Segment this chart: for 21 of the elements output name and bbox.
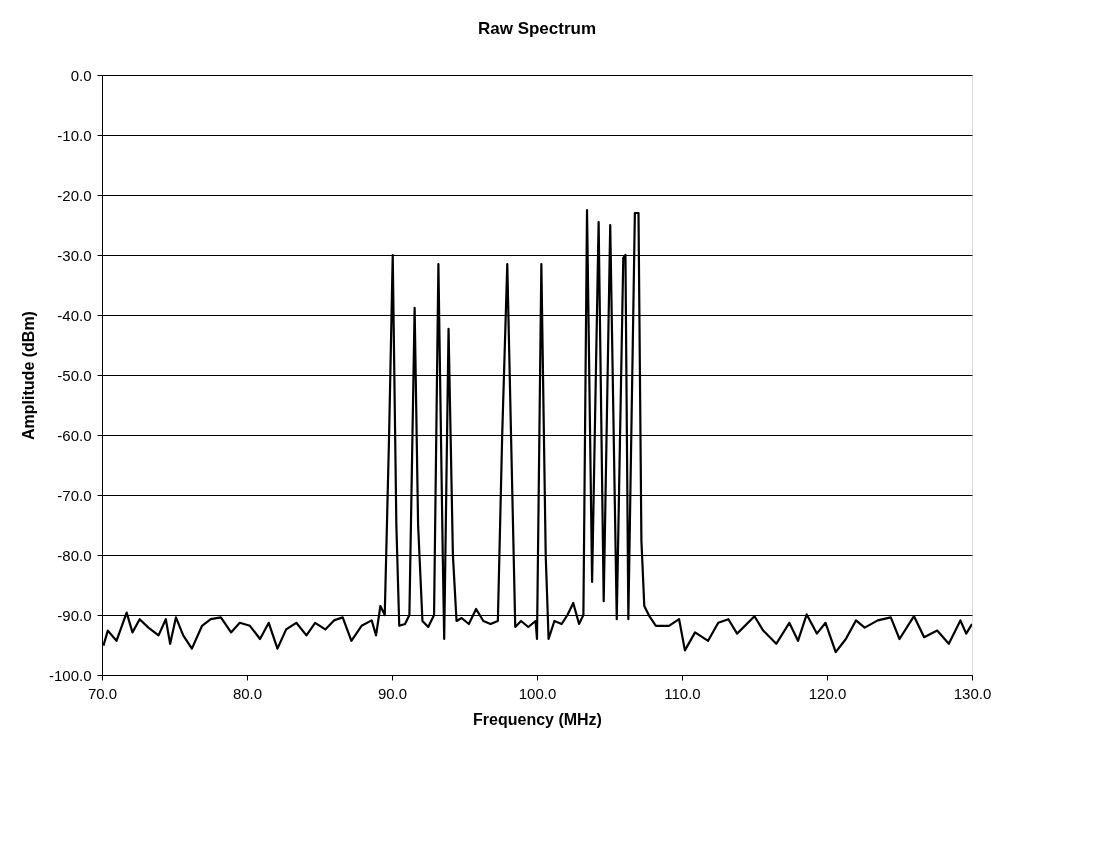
x-tick-label: 120.0 [808,684,847,702]
y-tick-label: 0.0 [70,66,92,84]
y-tick-label: -90.0 [57,606,92,624]
y-tick-label: -40.0 [57,306,92,324]
y-axis-title: Amplitude (dBm) [19,311,37,440]
y-tick-label: -70.0 [57,486,92,504]
y-tick-label: -50.0 [57,366,92,384]
x-tick-label: 70.0 [87,684,118,702]
x-axis-title: Frequency (MHz) [473,710,602,728]
y-tick-label: -100.0 [48,666,92,684]
x-tick-label: 90.0 [377,684,408,702]
y-tick-label: -80.0 [57,546,92,564]
y-tick-label: -60.0 [57,426,92,444]
y-tick-label: -10.0 [57,126,92,144]
x-tick-label: 130.0 [953,684,992,702]
y-tick-label: -30.0 [57,246,92,264]
x-tick-label: 110.0 [664,684,701,702]
x-tick-label: 80.0 [232,684,263,702]
x-tick-label: 100.0 [518,684,557,702]
y-tick-label: -20.0 [57,186,92,204]
chart-title: Raw Spectrum [477,19,597,38]
